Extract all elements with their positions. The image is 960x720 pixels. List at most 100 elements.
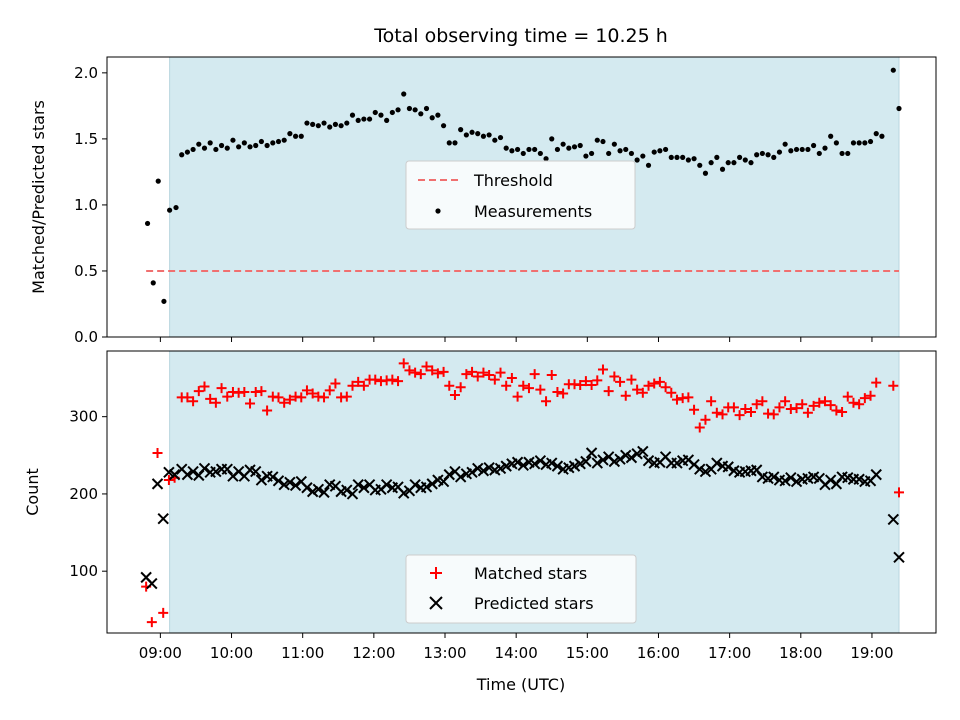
measurement-point xyxy=(697,162,703,168)
predicted-star-point xyxy=(352,478,364,491)
measurement-point xyxy=(406,105,413,112)
measurement-point xyxy=(873,131,879,137)
matched-star-point xyxy=(615,376,626,387)
bottom-y-tick-label: 300 xyxy=(69,408,98,426)
measurement-point xyxy=(748,160,754,166)
measurement-point xyxy=(514,146,521,153)
measurement-point xyxy=(611,141,617,147)
matched-star-point xyxy=(831,405,842,416)
matched-star-point xyxy=(146,617,157,628)
matched-star-point xyxy=(478,367,489,378)
measurement-point xyxy=(765,152,771,158)
matched-star-point xyxy=(506,373,517,384)
measurement-point xyxy=(378,112,384,118)
matched-star-point xyxy=(694,422,705,433)
matched-star-point xyxy=(472,371,483,382)
top-panel-y-ticks: 0.0 0.5 1.0 1.5 2.0 xyxy=(74,64,107,346)
measurement-point xyxy=(167,207,173,213)
matched-star-point xyxy=(432,368,443,379)
measurement-point xyxy=(600,138,606,145)
predicted-star-point xyxy=(870,468,882,481)
matched-star-point xyxy=(620,390,631,401)
measurement-point xyxy=(207,140,213,146)
measurement-point xyxy=(452,140,458,146)
measurement-point xyxy=(258,138,265,145)
measurement-point xyxy=(503,145,509,151)
matched-star-point xyxy=(740,403,751,414)
matched-star-point xyxy=(210,397,221,408)
x-tick-label: 18:00 xyxy=(779,644,822,662)
measurement-point xyxy=(292,133,299,139)
predicted-star-point xyxy=(722,461,734,473)
measurement-point xyxy=(566,145,572,151)
measurement-point xyxy=(714,154,720,160)
measurement-point xyxy=(201,145,208,151)
measurement-point xyxy=(315,123,321,129)
bottom-legend: Matched stars Predicted stars xyxy=(405,554,637,624)
predicted-star-point xyxy=(454,471,467,483)
matched-star-point xyxy=(484,369,495,380)
predicted-star-point xyxy=(157,512,169,525)
matched-star-point xyxy=(501,380,512,391)
measurement-point xyxy=(691,156,697,162)
predicted-star-point xyxy=(181,468,194,481)
measurement-point xyxy=(782,141,788,147)
measurement-point xyxy=(811,142,817,149)
matched-star-point xyxy=(700,414,711,425)
matched-star-point xyxy=(819,396,830,407)
matched-star-point xyxy=(467,366,478,377)
measurement-point xyxy=(344,120,350,126)
measurement-point xyxy=(617,148,623,154)
measurement-point xyxy=(355,117,361,123)
predicted-star-point xyxy=(312,483,325,496)
predicted-star-point xyxy=(824,474,837,486)
predicted-star-point xyxy=(887,513,900,526)
predicted-stars-series xyxy=(140,445,905,590)
top-legend-measurements-swatch xyxy=(435,208,441,214)
predicted-star-point xyxy=(551,460,564,472)
matched-star-point xyxy=(398,358,409,369)
matched-star-point xyxy=(358,380,369,391)
measurement-point xyxy=(526,146,532,153)
measurement-point xyxy=(224,145,230,151)
measurement-point xyxy=(161,298,167,304)
measurement-point xyxy=(867,138,874,145)
matched-stars-series xyxy=(141,358,904,628)
matched-star-point xyxy=(671,394,682,405)
matched-star-point xyxy=(404,365,415,376)
measurement-point xyxy=(793,146,800,153)
measurement-point xyxy=(298,133,304,139)
matched-star-point xyxy=(683,392,694,403)
top-panel-x-ticks xyxy=(159,337,873,342)
matched-star-point xyxy=(415,369,426,380)
measurement-point xyxy=(577,142,583,149)
matched-star-point xyxy=(347,380,358,391)
measurement-point xyxy=(879,133,885,139)
matched-star-point xyxy=(216,383,227,394)
predicted-star-point xyxy=(426,478,438,490)
bottom-legend-matched-label: Matched stars xyxy=(474,564,587,583)
matched-star-point xyxy=(797,399,808,410)
measurement-point xyxy=(805,146,811,153)
measurement-point xyxy=(184,149,191,155)
matched-star-point xyxy=(307,388,318,399)
matched-star-point xyxy=(751,399,762,410)
matched-star-point xyxy=(512,391,523,402)
x-tick-label: 17:00 xyxy=(708,644,751,662)
measurement-point xyxy=(520,150,526,157)
measurement-point xyxy=(680,154,686,160)
measurement-point xyxy=(668,154,674,160)
matched-star-point xyxy=(586,379,597,390)
measurement-point xyxy=(492,137,498,143)
matched-star-point xyxy=(768,409,779,420)
matched-star-point xyxy=(842,391,853,402)
measurement-point xyxy=(685,157,691,163)
matched-star-point xyxy=(495,367,506,378)
bottom-panel: 100 200 300 09:00 10:00 11:00 12:00 13:00 14:00… xyxy=(23,350,937,694)
measurement-point xyxy=(708,160,714,166)
measurement-point xyxy=(213,146,219,153)
measurement-point xyxy=(429,115,435,121)
measurement-point xyxy=(537,150,543,157)
x-tick-label: 16:00 xyxy=(637,644,680,662)
measurement-point xyxy=(190,146,196,153)
